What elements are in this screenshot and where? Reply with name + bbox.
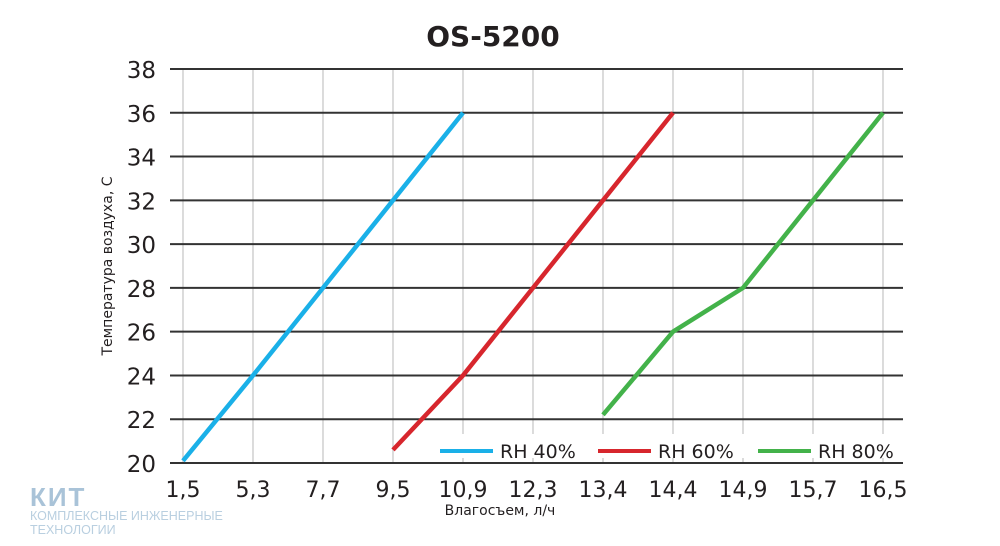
legend-bg	[592, 434, 752, 458]
x-tick-label: 14,4	[649, 478, 698, 503]
y-tick-label: 36	[127, 102, 156, 128]
y-tick-label: 32	[127, 189, 156, 215]
x-tick-label: 5,3	[236, 478, 271, 503]
y-tick-label: 28	[127, 277, 156, 303]
y-axis-label: Температура воздуха, С	[100, 176, 116, 356]
x-tick-label: 16,5	[859, 478, 908, 503]
x-tick-label: 1,5	[166, 478, 201, 503]
legend-label: RH 40%	[500, 441, 576, 463]
y-tick-label: 26	[127, 321, 156, 347]
legend-bg	[434, 434, 594, 458]
x-tick-label: 15,7	[789, 478, 838, 503]
y-tick-label: 30	[127, 233, 156, 259]
watermark-logo: КИТ КОМПЛЕКСНЫЕ ИНЖЕНЕРНЫЕ ТЕХНОЛОГИИ	[30, 482, 223, 537]
x-axis-label: Влагосъем, л/ч	[445, 503, 556, 519]
legend-label: RH 80%	[818, 441, 894, 463]
logo-brand: КИТ	[30, 482, 87, 512]
logo-line2: ТЕХНОЛОГИИ	[30, 523, 116, 537]
y-tick-label: 20	[127, 452, 156, 478]
y-tick-label: 24	[127, 364, 156, 390]
y-tick-label: 38	[127, 58, 156, 84]
chart-title: OS-5200	[426, 20, 560, 53]
legend-bg	[752, 434, 912, 458]
y-tick-label: 22	[127, 408, 156, 434]
x-tick-label: 14,9	[719, 478, 768, 503]
logo-line1: КОМПЛЕКСНЫЕ ИНЖЕНЕРНЫЕ	[30, 509, 223, 523]
x-tick-label: 7,7	[306, 478, 341, 503]
x-tick-label: 10,9	[439, 478, 488, 503]
y-tick-label: 34	[127, 146, 156, 172]
x-tick-label: 9,5	[376, 478, 411, 503]
x-tick-label: 13,4	[579, 478, 628, 503]
legend-label: RH 60%	[658, 441, 734, 463]
x-tick-label: 12,3	[509, 478, 558, 503]
